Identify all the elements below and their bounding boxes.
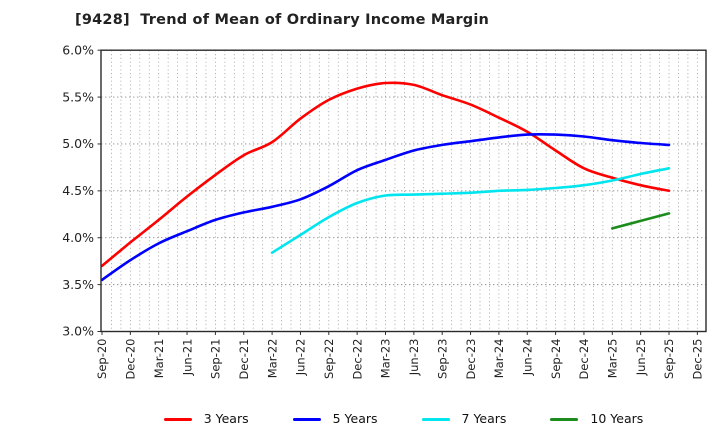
legend-item-7-years: 7 Years xyxy=(421,410,507,426)
x-axis-tick-label: Jun-21 xyxy=(180,339,194,377)
chart-title: [9428] Trend of Mean of Ordinary Income … xyxy=(75,12,490,28)
series-line-10-years xyxy=(611,212,671,230)
y-axis-tick-label: 6.0% xyxy=(62,42,94,57)
y-axis-tick-label: 5.5% xyxy=(62,89,94,104)
axis-ticks xyxy=(97,49,698,335)
x-axis-tick-label: Dec-23 xyxy=(464,339,478,380)
chart-legend: 3 Years 5 Years 7 Years 10 Years xyxy=(101,406,706,432)
plot-border xyxy=(100,49,707,333)
series-line-5-years xyxy=(100,133,671,282)
x-axis-tick-label: Sep-20 xyxy=(95,339,109,379)
x-axis-tick-label: Dec-21 xyxy=(237,339,251,380)
x-axis-tick-label: Sep-23 xyxy=(435,339,449,379)
x-axis-tick-label: Dec-25 xyxy=(691,339,705,380)
x-axis-tick-label: Jun-25 xyxy=(634,339,648,377)
legend-label: 3 Years xyxy=(203,410,249,426)
y-axis-tick-label: 4.5% xyxy=(62,183,94,198)
legend-swatch-icon xyxy=(550,417,579,421)
x-axis-tick-label: Jun-24 xyxy=(520,339,534,377)
legend-label: 7 Years xyxy=(461,410,507,426)
horizontal-gridlines xyxy=(101,96,706,286)
x-axis-tick-label: Sep-21 xyxy=(209,339,223,379)
legend-swatch-icon xyxy=(292,417,321,421)
y-axis-tick-label: 3.0% xyxy=(62,324,94,339)
legend-swatch-icon xyxy=(421,417,450,421)
y-axis-tick-label: 3.5% xyxy=(62,277,94,292)
x-axis-tick-label: Mar-23 xyxy=(379,339,393,379)
x-axis-tick-label: Mar-25 xyxy=(606,339,620,379)
legend-swatch-icon xyxy=(163,417,192,421)
legend-item-10-years: 10 Years xyxy=(550,410,644,426)
x-axis-tick-label: Sep-24 xyxy=(549,339,563,379)
legend-label: 5 Years xyxy=(332,410,378,426)
series-line-7-years xyxy=(270,167,671,254)
x-axis-tick-label: Mar-24 xyxy=(492,338,506,378)
legend-item-3-years: 3 Years xyxy=(163,410,249,426)
x-axis-tick-label: Dec-20 xyxy=(124,339,138,380)
x-axis-tick-label: Dec-22 xyxy=(350,339,364,380)
x-axis-tick-label: Mar-21 xyxy=(152,339,166,379)
x-axis-tick-label: Jun-23 xyxy=(407,339,421,377)
legend-label: 10 Years xyxy=(590,410,644,426)
y-axis-tick-label: 4.0% xyxy=(62,230,94,245)
y-axis-tick-label: 5.0% xyxy=(62,136,94,151)
x-axis-tick-label: Jun-22 xyxy=(294,339,308,377)
x-axis-tick-label: Mar-22 xyxy=(265,339,279,379)
x-axis-tick-label: Sep-25 xyxy=(662,339,676,379)
x-axis-tick-label: Sep-22 xyxy=(322,339,336,379)
x-axis-tick-label: Dec-24 xyxy=(577,339,591,380)
legend-item-5-years: 5 Years xyxy=(292,410,378,426)
series-line-3-years xyxy=(100,81,671,268)
